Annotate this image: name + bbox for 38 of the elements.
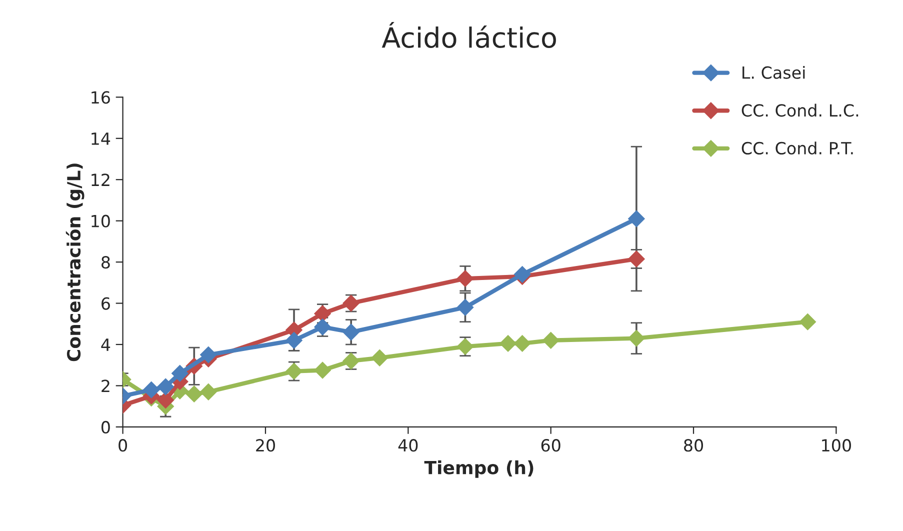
legend-label: L. Casei xyxy=(742,66,805,79)
y-tick-label: 12 xyxy=(92,174,110,186)
x-tick-label: 20 xyxy=(256,439,275,452)
point xyxy=(628,330,645,347)
legend-label: CC. Cond. L.C. xyxy=(742,104,858,117)
point xyxy=(342,324,360,340)
point xyxy=(200,384,217,400)
point xyxy=(456,299,474,316)
y-tick-label: 14 xyxy=(92,132,110,145)
y-tick-label: 16 xyxy=(92,91,110,104)
y-tick-label: 2 xyxy=(102,380,110,392)
x-tick-label: 100 xyxy=(822,439,851,452)
x-tick-label: 40 xyxy=(398,439,418,452)
point xyxy=(172,364,188,382)
point xyxy=(799,313,816,330)
point xyxy=(542,332,560,349)
x-tick-label: 0 xyxy=(118,439,128,452)
y-tick-label: 0 xyxy=(101,420,110,434)
y-tick-label: 8 xyxy=(102,256,110,269)
point xyxy=(314,362,331,379)
point xyxy=(456,270,474,287)
y-tick-label: 6 xyxy=(102,297,110,310)
point xyxy=(157,392,174,409)
point xyxy=(500,335,516,352)
y-tick-label: 4 xyxy=(101,338,110,351)
point xyxy=(157,378,174,396)
y-tick-label: 10 xyxy=(92,214,110,228)
legend-label: CC. Cond. P.T. xyxy=(742,142,853,155)
y-axis-title: Concentración (g/L) xyxy=(66,164,84,362)
point xyxy=(186,386,203,402)
point xyxy=(514,335,531,352)
x-tick-label: 60 xyxy=(541,439,560,452)
point xyxy=(628,210,645,228)
point xyxy=(200,346,217,364)
point xyxy=(371,350,388,366)
chart-title: Ácido láctico xyxy=(382,22,556,48)
x-axis-title: Tiempo (h) xyxy=(424,460,534,478)
x-tick-label: 80 xyxy=(684,439,703,452)
